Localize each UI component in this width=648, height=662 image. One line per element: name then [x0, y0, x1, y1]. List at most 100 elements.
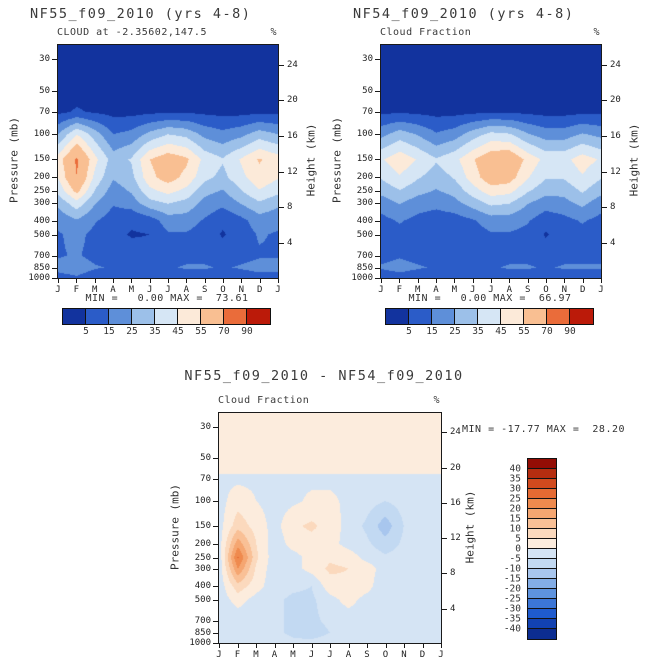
month-label: F: [396, 285, 403, 295]
height-tick-label: 20: [610, 95, 621, 106]
month-tick: [311, 643, 313, 648]
month-label: D: [419, 650, 426, 660]
pressure-tick: [213, 458, 219, 460]
plot-area: 30 50 70 100 150 200 250 300 400 500 700 850 1000 24 2…: [28, 44, 298, 295]
height-tick: [278, 207, 284, 209]
month-tick: [601, 278, 602, 283]
colorbar-segment: [201, 309, 224, 324]
colorbar-segment: [178, 309, 201, 324]
height-tick-label: 16: [610, 131, 621, 141]
pressure-tick-label: 50: [362, 85, 373, 96]
colorbar-segment: [528, 459, 556, 469]
pressure-tick: [52, 234, 58, 236]
colorbar-segment: [432, 309, 455, 324]
month-label: J: [55, 285, 61, 295]
colorbar-swatches: [385, 308, 594, 325]
pressure-tick: [213, 426, 219, 428]
month-label: O: [543, 285, 549, 295]
height-tick: [441, 467, 447, 469]
month-label: O: [220, 285, 226, 295]
colorbar-tick-label: 25: [509, 493, 521, 505]
pressure-tick-label: 100: [194, 496, 211, 506]
month-tick: [472, 278, 474, 283]
pressure-tick-label: 400: [194, 581, 211, 592]
height-tick: [601, 171, 607, 173]
month-label: N: [561, 285, 568, 295]
month-tick: [223, 278, 224, 283]
plot-area: 30 50 70 100 150 200 250 300 400 500 700 850 1000 24 2…: [351, 44, 621, 295]
y-axis-label-height: Height (km): [627, 123, 641, 197]
pressure-tick-label: 400: [33, 215, 50, 226]
pressure-tick: [213, 632, 219, 634]
month-tick: [94, 278, 96, 283]
colorbar-tick-label: 5: [406, 326, 412, 337]
colorbar-tick-label: 70: [218, 326, 230, 337]
month-label: M: [290, 650, 296, 660]
colorbar-tick-label: -5: [509, 553, 521, 565]
pressure-tick-label: 100: [356, 129, 373, 140]
pressure-tick: [52, 134, 58, 136]
pressure-tick: [375, 177, 381, 179]
pressure-tick-label: 250: [33, 186, 50, 197]
colorbar-segment: [528, 589, 556, 599]
height-tick-label: 8: [610, 202, 616, 213]
panel-title: NF55_f09_2010 - NF54_f09_2010: [184, 368, 464, 384]
height-tick-label: 12: [450, 533, 461, 544]
y-axis-label-pressure: Pressure (mb): [7, 116, 21, 204]
pressure-tick: [375, 278, 381, 279]
colorbar-segment: [528, 549, 556, 559]
month-label: J: [308, 650, 315, 660]
colorbar-tick-label: 10: [509, 523, 521, 535]
colorbar-tick-label: -35: [503, 613, 521, 625]
month-tick: [219, 643, 220, 648]
month-label: M: [414, 285, 421, 295]
pressure-tick: [375, 191, 381, 193]
month-tick: [274, 643, 276, 648]
colorbar-tick-label: 55: [518, 326, 530, 337]
colorbar-segment: [155, 309, 178, 324]
colorbar-tick-label: 35: [472, 326, 484, 337]
pressure-tick: [213, 600, 219, 602]
pressure-tick: [52, 278, 58, 279]
month-label: N: [238, 285, 245, 295]
pressure-tick-label: 70: [362, 106, 373, 117]
pressure-tick: [375, 159, 381, 161]
pressure-tick-label: 250: [194, 552, 211, 563]
month-tick: [293, 643, 294, 648]
pressure-tick-label: 200: [356, 172, 373, 183]
pressure-tick: [213, 479, 219, 480]
month-tick: [113, 278, 114, 283]
pressure-tick: [213, 643, 219, 644]
colorbar-tick-label: 40: [509, 463, 521, 475]
colorbar-segment: [528, 629, 556, 639]
colorbar-segment: [524, 309, 547, 324]
height-tick-label: 20: [287, 95, 298, 106]
month-label: J: [469, 285, 476, 295]
pressure-tick-label: 1000: [28, 273, 50, 283]
pressure-tick: [213, 543, 219, 545]
colorbar-tick-label: -20: [503, 583, 521, 595]
pressure-tick-label: 50: [200, 453, 211, 464]
panel-title: NF54_f09_2010 (yrs 4-8): [353, 6, 575, 22]
height-tick: [441, 432, 447, 434]
pressure-tick-label: 850: [33, 262, 50, 273]
month-tick: [454, 278, 456, 283]
units-label: %: [270, 27, 277, 38]
height-tick: [278, 171, 284, 173]
month-label: J: [488, 285, 494, 295]
pressure-tick-label: 850: [194, 627, 211, 638]
height-tick-label: 8: [450, 568, 456, 579]
colorbar-segment: [63, 309, 86, 324]
colorbar-segment: [528, 509, 556, 519]
colorbar-swatches: [62, 308, 271, 325]
month-label: M: [253, 650, 259, 660]
colorbar-tick-label: 70: [541, 326, 553, 337]
pressure-tick-label: 300: [356, 197, 373, 208]
month-tick: [399, 278, 401, 283]
pressure-tick-label: 850: [356, 262, 373, 273]
month-tick: [149, 278, 151, 283]
height-tick-label: 4: [450, 603, 456, 614]
panel-subtitle-row: CLOUD at -2.35602,147.5 %: [57, 27, 277, 38]
pressure-tick: [52, 202, 58, 204]
month-tick: [58, 278, 59, 283]
